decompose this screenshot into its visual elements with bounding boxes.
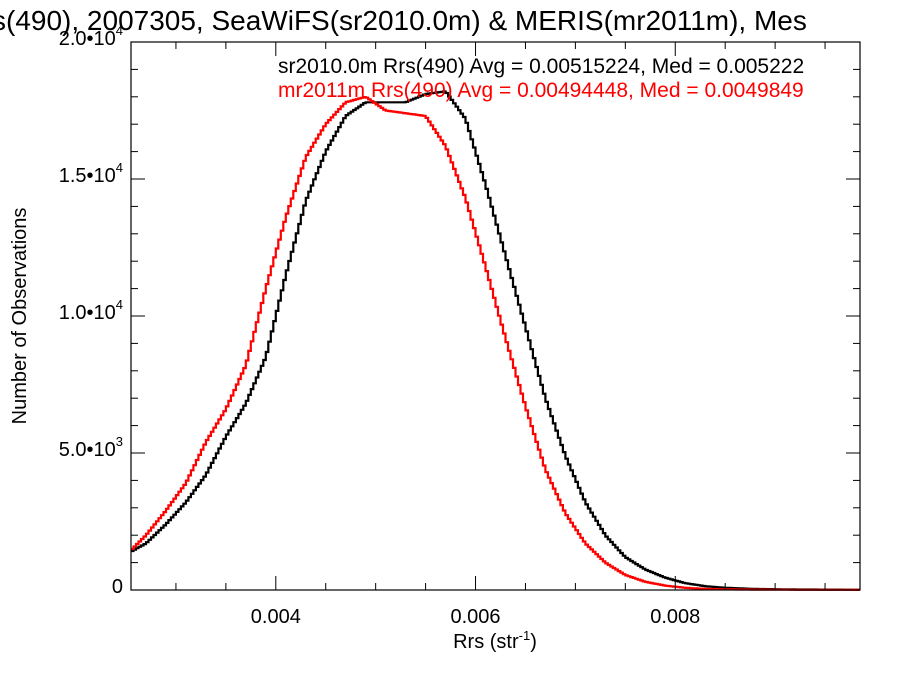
x-tick-label: 0.008 — [650, 606, 700, 628]
x-tick-label: 0.006 — [450, 606, 500, 628]
legend-entry-1: mr2011m Rrs(490) Avg = 0.00494448, Med =… — [278, 79, 804, 102]
y-tick-label: 0 — [112, 576, 123, 598]
legend-entry-0: sr2010.0m Rrs(490) Avg = 0.00515224, Med… — [278, 55, 804, 78]
plot-area: 0.004 0.006 0.008 0 5.0•103 1.0•104 1.5•104 2.0… — [59, 23, 861, 628]
legend: sr2010.0m Rrs(490) Avg = 0.00515224, Med… — [278, 55, 804, 102]
y-axis-label: Number of Observations — [9, 208, 31, 425]
chart-title: s(490), 2007305, SeaWiFS(sr2010.0m) & ME… — [0, 5, 807, 36]
series-line-1 — [131, 96, 860, 591]
y-tick-label: 1.5•104 — [59, 160, 123, 187]
plot-frame — [130, 41, 861, 591]
y-tick-label: 1.0•104 — [59, 297, 123, 324]
x-axis-label-main: Rrs (str — [453, 631, 519, 653]
x-axis-label-close: ) — [530, 631, 537, 653]
x-axis-label-sup: -1 — [519, 628, 531, 643]
series-line-0 — [131, 90, 860, 591]
x-tick-label: 0.004 — [251, 606, 301, 628]
y-tick-label: 5.0•103 — [59, 434, 123, 461]
x-axis-label: Rrs (str-1) — [453, 628, 537, 653]
y-tick-label: 2.0•104 — [59, 23, 123, 50]
